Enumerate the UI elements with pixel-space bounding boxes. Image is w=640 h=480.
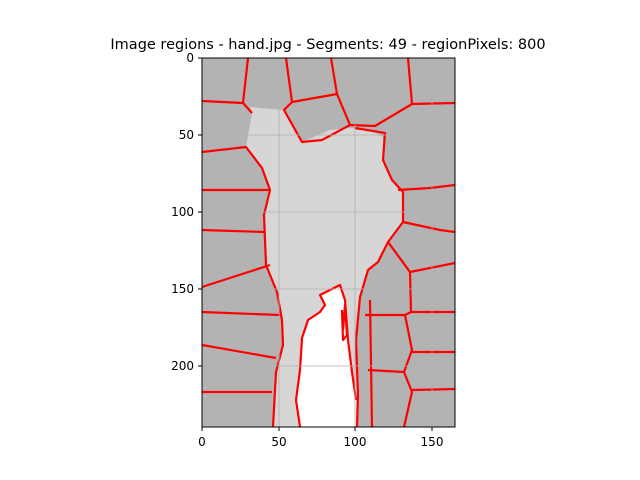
y-tick-label-100: 100: [171, 205, 194, 219]
bright-region: [296, 285, 356, 427]
y-tick-label-200: 200: [171, 359, 194, 373]
x-tick-label-50: 50: [271, 435, 286, 449]
x-axis: [201, 427, 433, 431]
y-tick-label-150: 150: [171, 282, 194, 296]
x-tick-label-100: 100: [344, 435, 367, 449]
region-boundaries: [202, 58, 455, 427]
x-tick-label-150: 150: [421, 435, 444, 449]
y-tick-label-0: 0: [186, 51, 194, 65]
x-tick-label-0: 0: [198, 435, 206, 449]
hand-region: [246, 107, 403, 427]
y-axis: [198, 57, 202, 367]
grid: [202, 58, 455, 427]
figure-title: Image regions - hand.jpg - Segments: 49 …: [110, 37, 545, 53]
axes-frame: [201, 57, 456, 428]
y-tick-label-50: 50: [179, 128, 194, 142]
image-area: [202, 58, 455, 427]
